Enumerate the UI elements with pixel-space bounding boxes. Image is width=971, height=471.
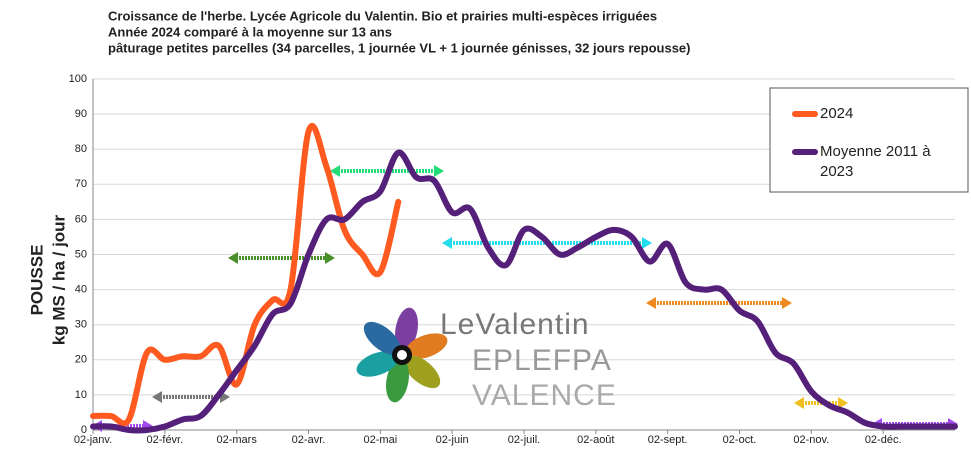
x-tick-label: 02-sept.	[648, 434, 688, 446]
y-tick-label: 100	[69, 73, 87, 85]
chart-title: Année 2024 comparé à la moyenne sur 13 a…	[108, 24, 392, 39]
x-tick-label: 02-août	[577, 434, 614, 446]
y-axis-label: POUSSE	[27, 245, 46, 316]
x-tick-label: 02-juil.	[508, 434, 540, 446]
legend	[769, 87, 969, 193]
x-tick-label: 02-oct.	[723, 434, 757, 446]
chart-title: pâturage petites parcelles (34 parcelles…	[108, 40, 690, 55]
x-tick-label: 02-déc.	[865, 434, 902, 446]
y-tick-label: 60	[75, 213, 87, 225]
legend-label: Moyenne 2011 à 2023	[820, 143, 931, 180]
y-tick-label: 10	[75, 389, 87, 401]
y-tick-label: 0	[81, 424, 87, 436]
x-tick-label: 02-avr.	[292, 434, 326, 446]
y-tick-label: 70	[75, 178, 87, 190]
y-tick-label: 30	[75, 319, 87, 331]
x-tick-label: 02-juin	[436, 434, 469, 446]
y-tick-label: 20	[75, 354, 87, 366]
y-tick-label: 50	[75, 248, 87, 260]
x-tick-label: 02-févr.	[146, 434, 183, 446]
legend-label: 2024	[820, 105, 853, 122]
logo-flower	[356, 307, 448, 403]
logo-text: LeValentin	[440, 308, 590, 341]
y-tick-label: 40	[75, 284, 87, 296]
x-tick-label: 02-nov.	[793, 434, 829, 446]
series-line	[90, 122, 402, 427]
logo-text: VALENCE	[472, 379, 617, 412]
x-tick-label: 02-mai	[364, 434, 398, 446]
y-axis-label: kg MS / ha / jour	[49, 214, 68, 345]
series-line	[90, 149, 958, 434]
y-tick-label: 80	[75, 143, 87, 155]
x-tick-label: 02-mars	[216, 434, 257, 446]
chart-title: Croissance de l'herbe. Lycée Agricole du…	[108, 8, 657, 23]
x-tick-label: 02-janv.	[74, 434, 112, 446]
logo-text: EPLEFPA	[472, 344, 612, 377]
y-tick-label: 90	[75, 108, 87, 120]
